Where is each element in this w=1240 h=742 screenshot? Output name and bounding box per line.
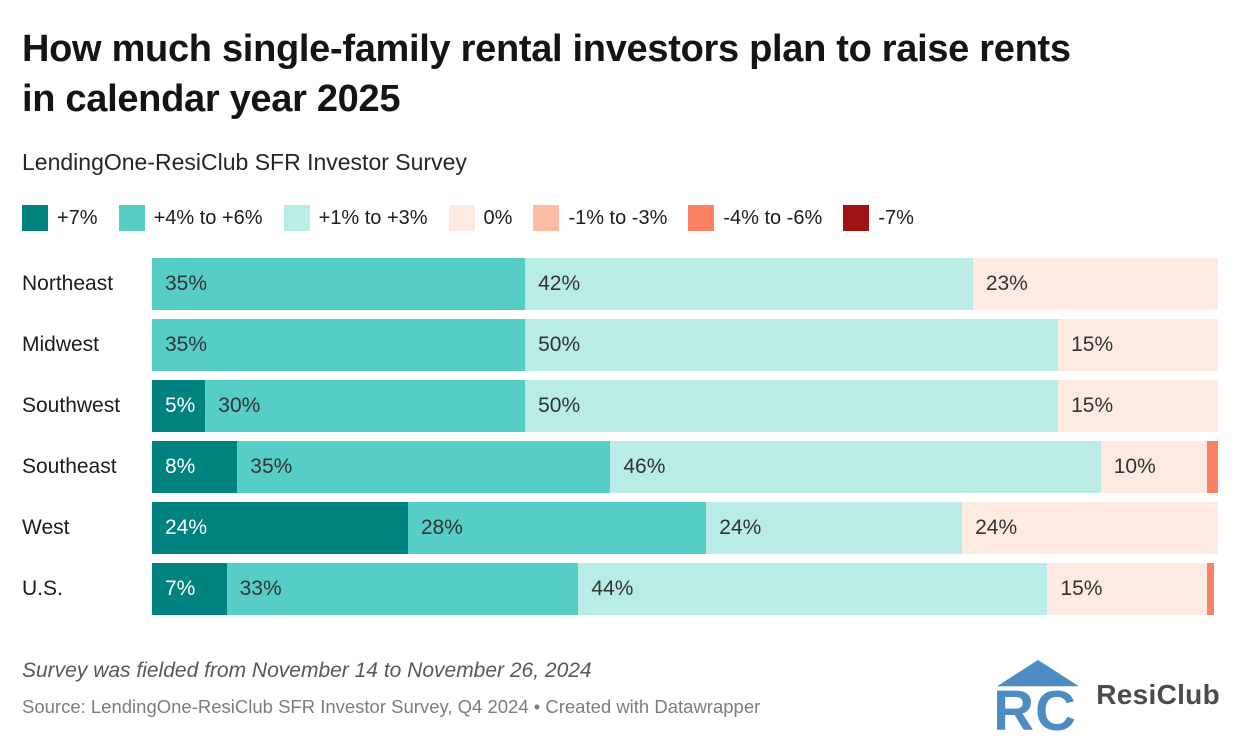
legend-swatch-icon bbox=[448, 205, 475, 232]
bar-segment: 50% bbox=[525, 380, 1059, 433]
segment-value-label: 10% bbox=[1113, 455, 1156, 479]
segment-value-label: 24% bbox=[165, 516, 208, 540]
bar-segment: 15% bbox=[1047, 563, 1208, 616]
legend-label: -7% bbox=[878, 206, 914, 229]
bar-segment: 33% bbox=[226, 563, 579, 616]
bar-segment: 42% bbox=[525, 258, 973, 311]
segment-value-label: 46% bbox=[623, 455, 666, 479]
resiclub-wordmark: ResiClub bbox=[1096, 679, 1220, 710]
segment-value-label: 8% bbox=[165, 455, 196, 479]
legend-label: +4% to +6% bbox=[153, 206, 263, 229]
legend-item: -4% to -6% bbox=[688, 205, 823, 232]
segment-value-label: 15% bbox=[1071, 333, 1114, 357]
svg-text:C: C bbox=[1035, 679, 1076, 732]
bar-track: 24% 28% 24% 24% bbox=[152, 502, 1218, 555]
legend-swatch-icon bbox=[533, 205, 560, 232]
bar-row: Southeast 8% 35% 46% 10% bbox=[22, 441, 1218, 494]
bar-segment: 7% bbox=[152, 563, 227, 616]
bar-segment: 24% bbox=[706, 502, 963, 555]
legend-label: -4% to -6% bbox=[723, 206, 823, 229]
bar-track: 7% 33% 44% 15% bbox=[152, 563, 1218, 616]
segment-value-label: 44% bbox=[591, 577, 634, 601]
chart-rows: Northeast 35% 42% 23% Midwest 35% 50% 15% Southw… bbox=[22, 258, 1218, 616]
legend-item: +4% to +6% bbox=[118, 205, 263, 232]
legend-label: -1% to -3% bbox=[568, 206, 668, 229]
segment-value-label: 42% bbox=[538, 272, 581, 296]
bar-segment: 30% bbox=[205, 380, 526, 433]
bar-segment: 10% bbox=[1100, 441, 1208, 494]
legend-label: +1% to +3% bbox=[318, 206, 428, 229]
segment-value-label: 24% bbox=[719, 516, 762, 540]
segment-value-label: 35% bbox=[250, 455, 293, 479]
segment-value-label: 15% bbox=[1071, 394, 1114, 418]
bar-segment: 50% bbox=[525, 319, 1059, 372]
bar-row: Southwest 5% 30% 50% 15% bbox=[22, 380, 1218, 433]
legend-item: +1% to +3% bbox=[283, 205, 428, 232]
region-label: West bbox=[22, 516, 70, 540]
segment-value-label: 24% bbox=[975, 516, 1018, 540]
bar-track: 35% 50% 15% bbox=[152, 319, 1218, 372]
legend-swatch-icon bbox=[22, 205, 48, 232]
bar-segment: 24% bbox=[152, 502, 408, 555]
bar-segment: 5% bbox=[152, 380, 206, 433]
bar-row: Northeast 35% 42% 23% bbox=[22, 258, 1218, 311]
bar-row: West 24% 28% 24% 24% bbox=[22, 502, 1218, 555]
legend-item: +7% bbox=[22, 205, 98, 232]
region-label: Southeast bbox=[22, 455, 117, 479]
svg-text:R: R bbox=[993, 679, 1034, 732]
segment-value-label: 15% bbox=[1060, 577, 1103, 601]
segment-value-label: 50% bbox=[538, 333, 581, 357]
bar-segment: 8% bbox=[152, 441, 238, 494]
bar-segment bbox=[1207, 563, 1214, 616]
bar-segment: 46% bbox=[610, 441, 1101, 494]
segment-value-label: 7% bbox=[165, 577, 196, 601]
segment-value-label: 33% bbox=[239, 577, 282, 601]
bar-segment: 23% bbox=[972, 258, 1218, 311]
legend-label: 0% bbox=[483, 206, 513, 229]
resiclub-monogram-icon: R C bbox=[993, 659, 1080, 732]
segment-value-label: 23% bbox=[985, 272, 1028, 296]
bar-segment: 15% bbox=[1058, 380, 1218, 433]
bar-segment bbox=[1207, 441, 1218, 494]
region-label: Southwest bbox=[22, 394, 121, 418]
segment-value-label: 30% bbox=[218, 394, 261, 418]
page-title-line1: How much single-family rental investors … bbox=[22, 28, 1071, 70]
bar-row: U.S. 7% 33% 44% 15% bbox=[22, 563, 1218, 616]
legend-swatch-icon bbox=[843, 205, 870, 232]
source-line: Source: LendingOne-ResiClub SFR Investor… bbox=[22, 696, 761, 718]
bar-track: 8% 35% 46% 10% bbox=[152, 441, 1218, 494]
page-title: How much single-family rental investors … bbox=[22, 24, 1218, 124]
legend-swatch-icon bbox=[283, 205, 310, 232]
segment-value-label: 5% bbox=[165, 394, 196, 418]
region-label: Midwest bbox=[22, 333, 100, 357]
page-title-line2: in calendar year 2025 bbox=[22, 78, 401, 121]
legend-swatch-icon bbox=[118, 205, 145, 232]
segment-value-label: 35% bbox=[165, 272, 208, 296]
bar-segment: 35% bbox=[237, 441, 611, 494]
bar-segment: 28% bbox=[407, 502, 707, 555]
segment-value-label: 50% bbox=[538, 394, 581, 418]
chart-legend: +7% +4% to +6% +1% to +3% 0% -1% to -3% -4% t… bbox=[22, 205, 1218, 232]
bar-segment: 44% bbox=[578, 563, 1048, 616]
bar-segment: 24% bbox=[962, 502, 1218, 555]
segment-value-label: 35% bbox=[165, 333, 208, 357]
chart-subtitle: LendingOne-ResiClub SFR Investor Survey bbox=[22, 149, 467, 176]
legend-item: 0% bbox=[448, 205, 513, 232]
legend-swatch-icon bbox=[688, 205, 715, 232]
region-label: Northeast bbox=[22, 272, 114, 296]
legend-item: -7% bbox=[843, 205, 914, 232]
resiclub-logo: R C ResiClub bbox=[993, 658, 1220, 732]
bar-track: 35% 42% 23% bbox=[152, 258, 1218, 311]
bar-segment: 35% bbox=[152, 319, 526, 372]
bar-segment: 35% bbox=[152, 258, 526, 311]
legend-item: -1% to -3% bbox=[533, 205, 668, 232]
segment-value-label: 28% bbox=[420, 516, 463, 540]
bar-row: Midwest 35% 50% 15% bbox=[22, 319, 1218, 372]
region-label: U.S. bbox=[22, 577, 63, 601]
legend-label: +7% bbox=[57, 206, 98, 229]
survey-note: Survey was fielded from November 14 to N… bbox=[22, 659, 592, 683]
bar-segment: 15% bbox=[1058, 319, 1218, 372]
bar-track: 5% 30% 50% 15% bbox=[152, 380, 1218, 433]
